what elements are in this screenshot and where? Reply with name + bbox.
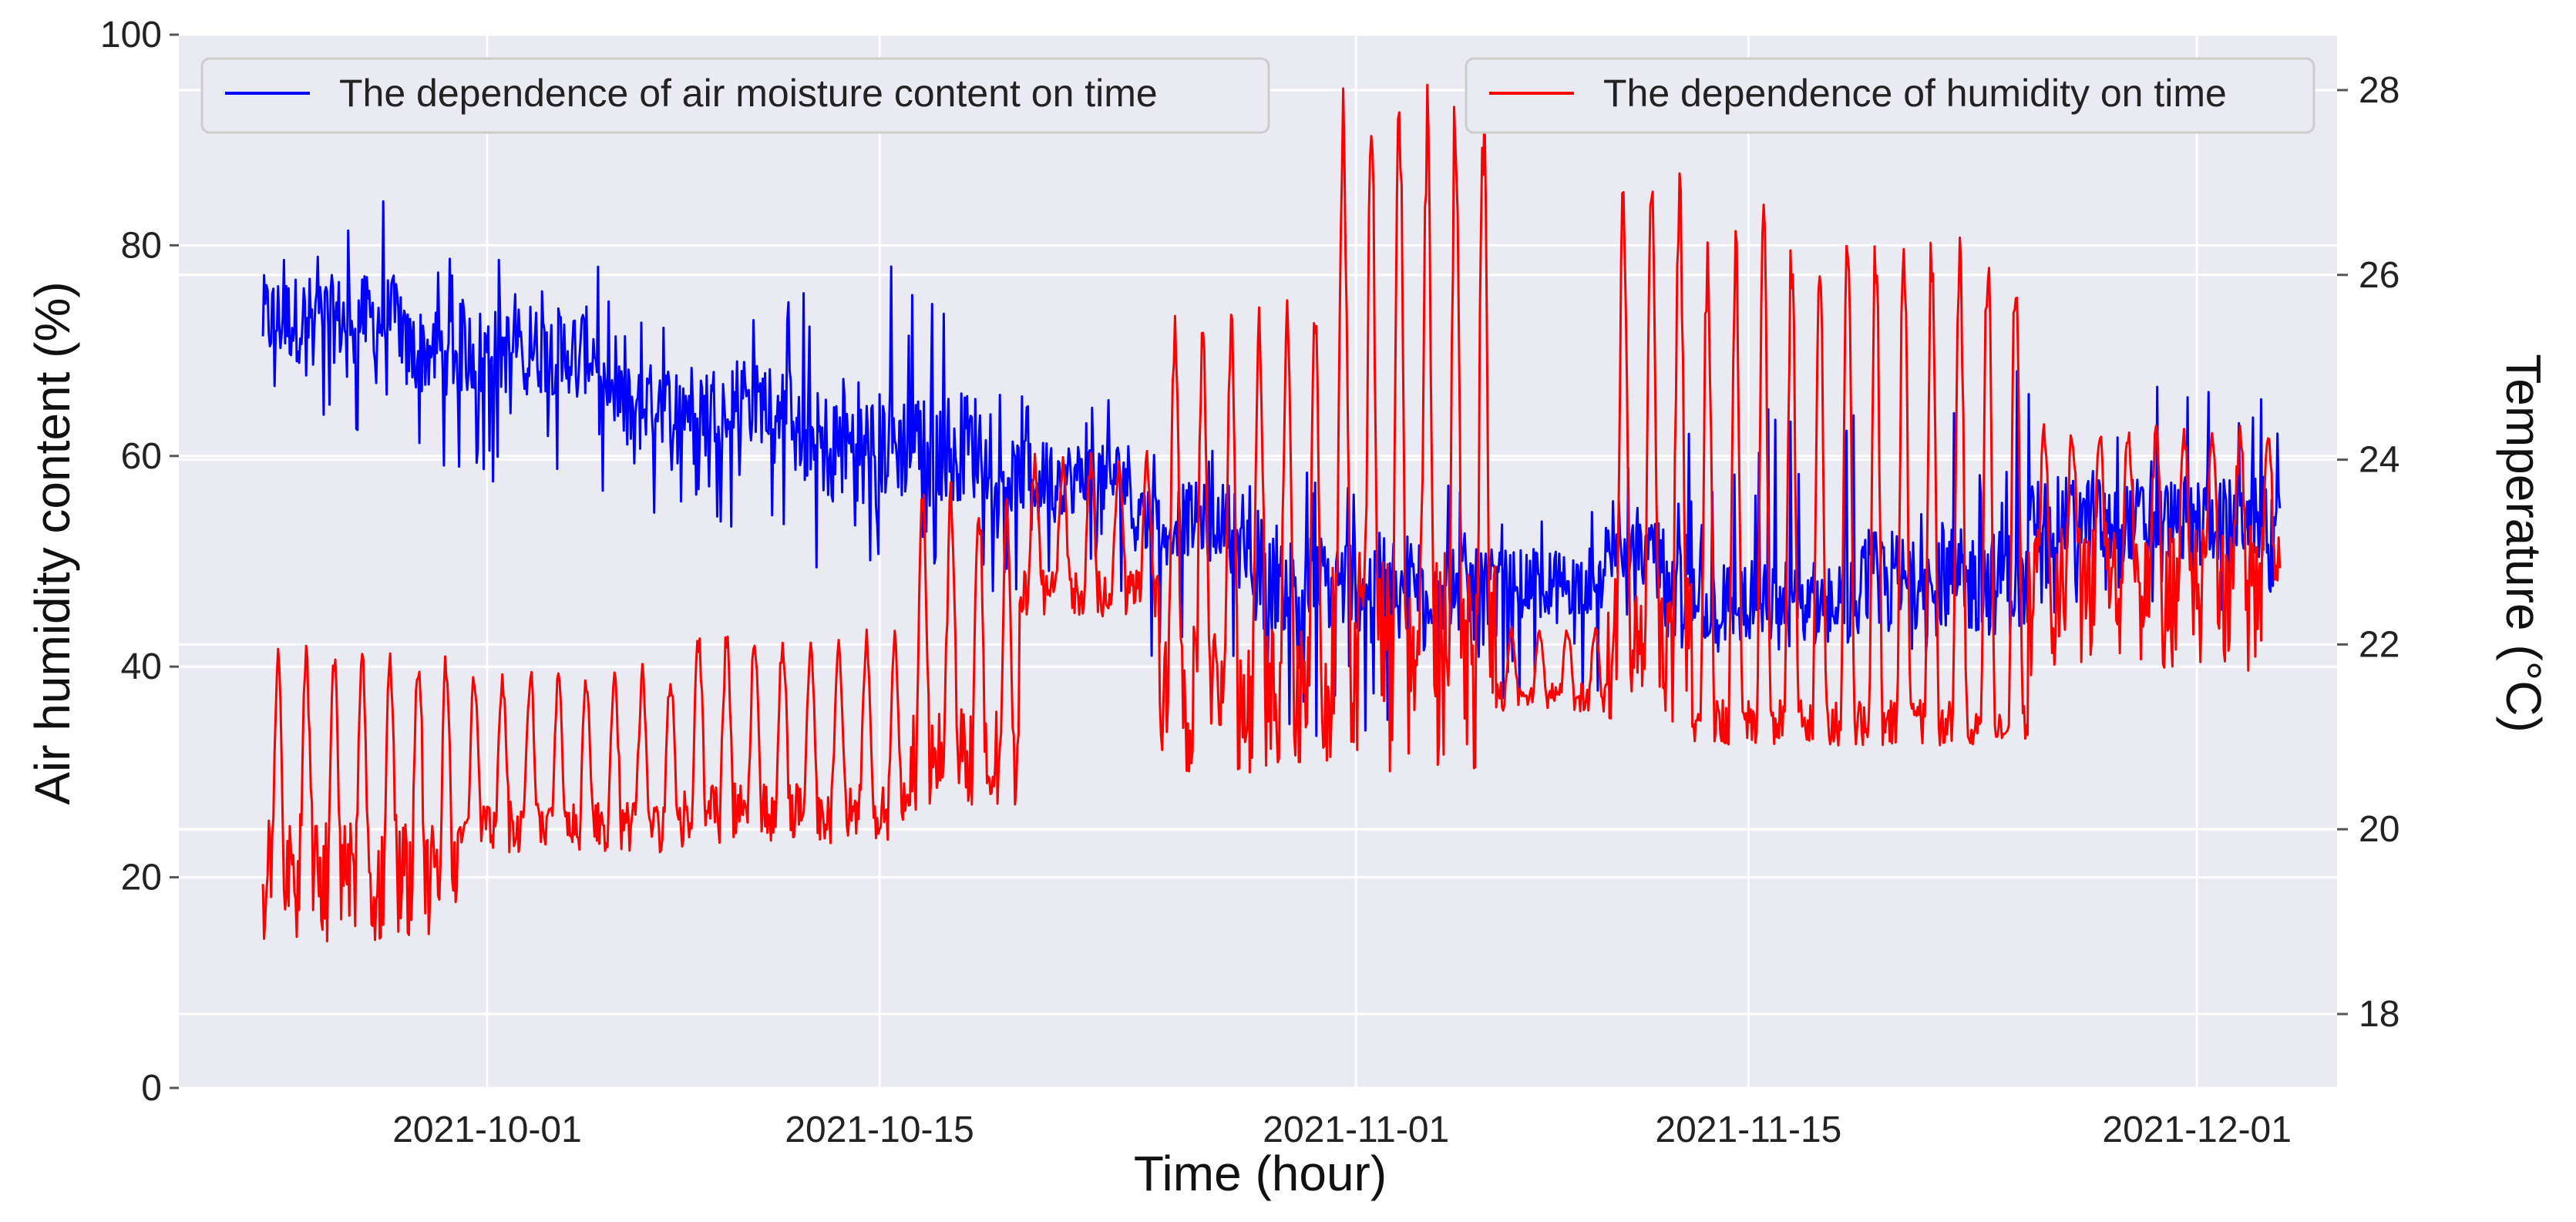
legend-air-moisture: The dependence of air moisture content o… (200, 57, 1270, 134)
left-y-tick-label: 80 (121, 225, 162, 266)
left-y-tick-label: 100 (100, 15, 162, 55)
right-y-tick-label: 28 (2359, 70, 2399, 111)
x-tick-label: 2021-11-15 (1655, 1110, 1841, 1150)
right-y-tick-label: 18 (2359, 994, 2399, 1035)
x-axis: 2021-10-01 2021-10-15 2021-11-01 2021-11-15… (392, 1110, 2292, 1150)
right-y-tick-label: 26 (2359, 255, 2399, 296)
right-y-axis: 18 20 22 24 26 28 (2337, 70, 2399, 1035)
right-y-axis-title: Temperature (°C) (2496, 354, 2551, 733)
left-y-tick-label: 0 (141, 1068, 162, 1109)
left-y-tick-label: 60 (121, 436, 162, 477)
x-axis-title: Time (hour) (1134, 1146, 1387, 1201)
left-y-tick-label: 40 (121, 646, 162, 687)
right-y-tick-label: 20 (2359, 809, 2399, 850)
legend-humidity: The dependence of humidity on time (1465, 57, 2315, 134)
series-line-air-moisture (261, 200, 2282, 737)
x-tick-label: 2021-10-15 (785, 1110, 974, 1150)
series-layer (261, 83, 2282, 943)
right-y-tick-label: 24 (2359, 440, 2399, 481)
legend-box (1465, 57, 2315, 134)
left-y-axis-title: Air humidity content (%) (25, 281, 80, 804)
x-tick-label: 2021-12-01 (2102, 1110, 2292, 1150)
legend-label-air-moisture: The dependence of air moisture content o… (339, 72, 1158, 115)
legend-box (200, 57, 1270, 134)
x-tick-label: 2021-11-01 (1263, 1110, 1449, 1150)
left-y-tick-label: 20 (121, 858, 162, 898)
right-y-tick-label: 22 (2359, 624, 2399, 665)
left-y-axis: 0 20 40 60 80 100 (100, 15, 179, 1109)
x-tick-label: 2021-10-01 (392, 1110, 582, 1150)
legend-label-humidity: The dependence of humidity on time (1603, 72, 2227, 115)
series-line-humidity (261, 83, 2282, 943)
